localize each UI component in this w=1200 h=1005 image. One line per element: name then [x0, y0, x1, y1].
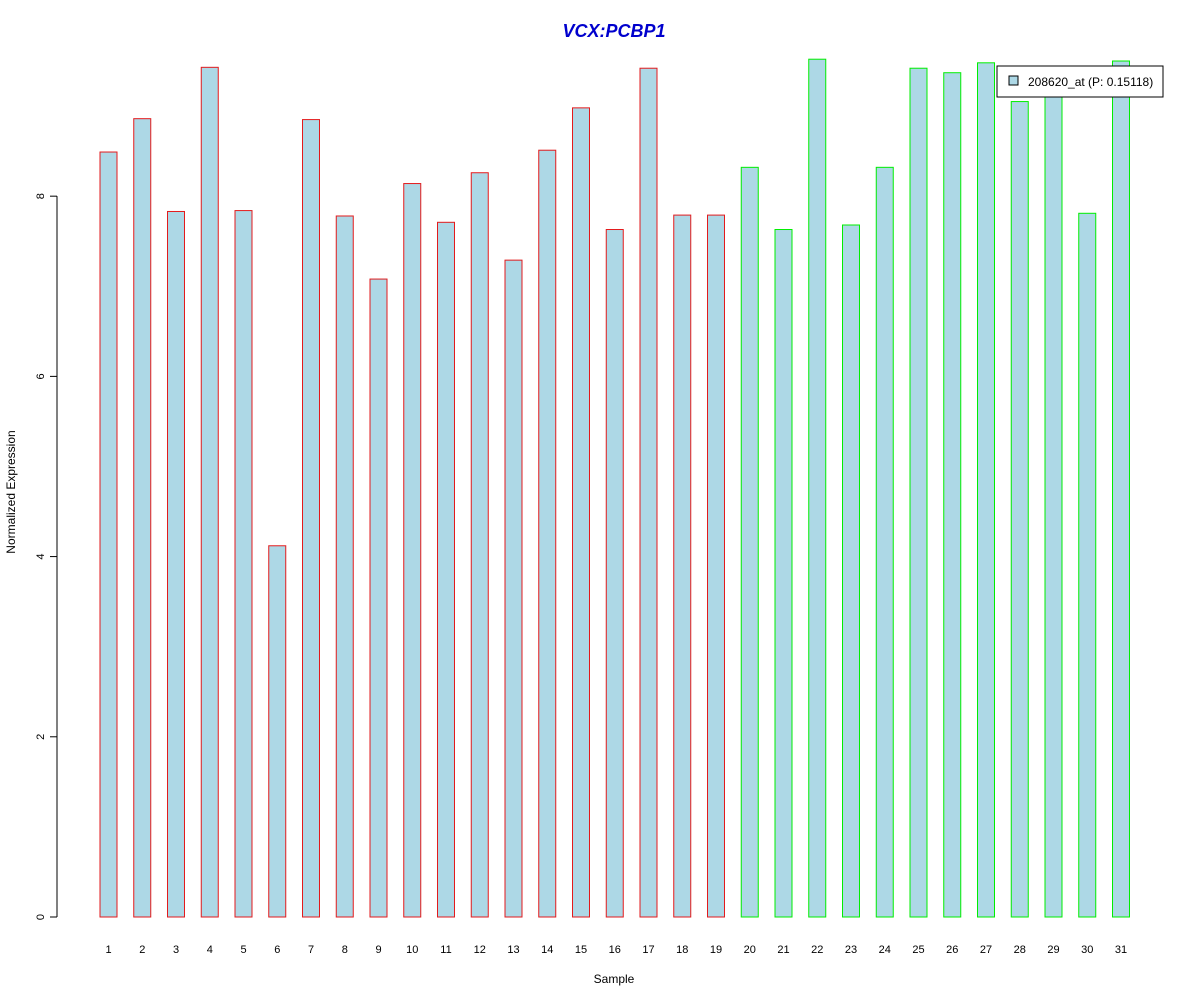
chart-title: VCX:PCBP1 — [562, 21, 665, 41]
x-tick-label: 24 — [879, 944, 891, 956]
x-tick-label: 16 — [609, 944, 621, 956]
x-tick-label: 1 — [105, 944, 111, 956]
x-tick-label: 28 — [1014, 944, 1026, 956]
y-tick-label: 0 — [35, 914, 47, 920]
bar-sample-5 — [234, 210, 253, 918]
bar-sample-31 — [1112, 60, 1130, 918]
x-tick-label: 19 — [710, 944, 722, 956]
x-tick-label: 5 — [240, 944, 246, 956]
bar-sample-21 — [774, 229, 793, 918]
x-tick-label: 18 — [676, 944, 688, 956]
x-tick-label: 12 — [474, 944, 486, 956]
x-tick-label: 10 — [406, 944, 418, 956]
x-tick-label: 27 — [980, 944, 992, 956]
bar-sample-23 — [842, 224, 860, 918]
x-tick-label: 13 — [507, 944, 519, 956]
bar-sample-10 — [403, 183, 422, 918]
bar-sample-15 — [572, 107, 590, 918]
x-tick-label: 14 — [541, 944, 553, 956]
x-tick-label: 7 — [308, 944, 314, 956]
bar-sample-28 — [1010, 101, 1029, 918]
bars-layer — [99, 58, 1130, 918]
x-tick-label: 4 — [207, 944, 213, 956]
bar-sample-12 — [470, 172, 489, 918]
bar-sample-18 — [673, 214, 692, 918]
bar-sample-25 — [909, 67, 928, 918]
y-tick-label: 8 — [35, 193, 47, 199]
bar-sample-16 — [605, 229, 624, 918]
bar-sample-24 — [875, 166, 894, 918]
x-tick-label: 21 — [777, 944, 789, 956]
y-tick-label: 4 — [35, 554, 47, 560]
x-tick-label: 22 — [811, 944, 823, 956]
x-tick-label: 11 — [440, 944, 451, 956]
y-tick-label: 2 — [35, 734, 47, 740]
bar-sample-14 — [538, 149, 557, 918]
legend-swatch — [1008, 75, 1019, 86]
bar-sample-27 — [977, 62, 995, 918]
bar-sample-19 — [707, 214, 725, 918]
y-axis: 0 2 4 6 8 — [35, 193, 58, 920]
bar-sample-20 — [740, 166, 759, 918]
bar-sample-29 — [1044, 91, 1063, 918]
x-axis-label: Sample — [594, 972, 635, 986]
bar-sample-26 — [943, 72, 962, 918]
x-tick-label: 29 — [1047, 944, 1059, 956]
y-axis-label: Normalized Expression — [4, 430, 18, 553]
bar-sample-9 — [369, 278, 388, 918]
bar-sample-8 — [335, 215, 354, 918]
x-tick-label: 2 — [139, 944, 145, 956]
legend: 208620_at (P: 0.15118) — [996, 65, 1164, 98]
x-tick-label: 31 — [1115, 944, 1127, 956]
x-tick-label: 30 — [1081, 944, 1093, 956]
bar-sample-3 — [167, 210, 185, 918]
bar-sample-11 — [437, 221, 455, 918]
bar-sample-1 — [99, 151, 118, 918]
x-tick-label: 9 — [375, 944, 381, 956]
bar-sample-22 — [808, 58, 827, 918]
bar-sample-17 — [639, 67, 658, 918]
x-tick-label: 6 — [274, 944, 280, 956]
x-tick-label: 17 — [642, 944, 654, 956]
bar-sample-7 — [302, 119, 320, 918]
x-tick-label: 25 — [912, 944, 924, 956]
x-tick-label: 3 — [173, 944, 179, 956]
legend-box — [996, 65, 1164, 98]
x-tick-labels: 1 2 3 4 5 6 7 8 9 10 11 12 13 14 15 16 17 18 19 20 21 22 23 24 2… — [105, 944, 1127, 956]
bar-sample-6 — [268, 545, 287, 918]
x-tick-label: 26 — [946, 944, 958, 956]
legend-label: 208620_at (P: 0.15118) — [1028, 75, 1153, 89]
y-tick-label: 6 — [35, 373, 47, 379]
x-tick-label: 23 — [845, 944, 857, 956]
x-tick-label: 20 — [744, 944, 756, 956]
x-tick-label: 15 — [575, 944, 587, 956]
bar-sample-2 — [133, 118, 152, 918]
bar-sample-4 — [200, 66, 219, 918]
bar-sample-13 — [504, 259, 523, 918]
bar-sample-30 — [1078, 212, 1097, 918]
x-tick-label: 8 — [342, 944, 348, 956]
